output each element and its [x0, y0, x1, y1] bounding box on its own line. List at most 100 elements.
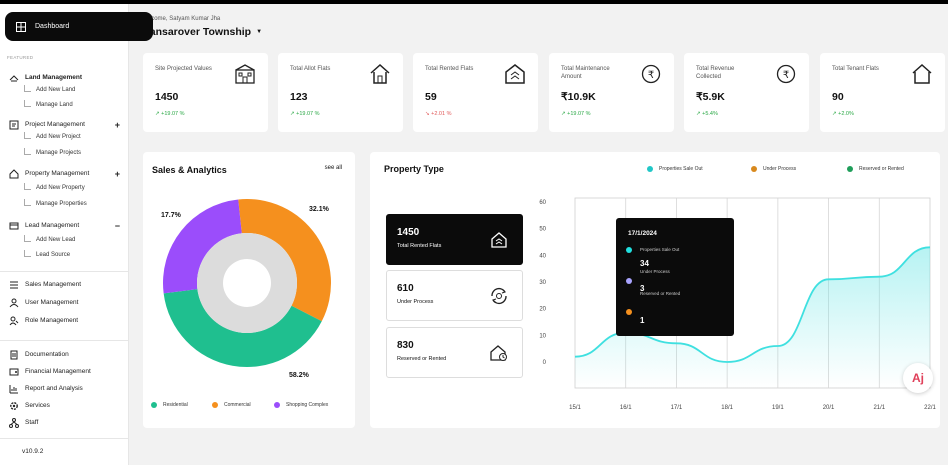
sub-label: Manage Projects [36, 150, 82, 156]
sidebar-item-documentation[interactable]: Documentation [8, 349, 122, 360]
sales-donut-chart [163, 199, 331, 367]
stat-trend: ↗ +19.07 % [561, 111, 591, 117]
donut-slice-residential[interactable] [163, 289, 322, 367]
stat-trend: ↗ +5.4% [696, 111, 718, 117]
stat-value: 123 [290, 91, 308, 103]
under-process-card[interactable]: 610 Under Process [386, 270, 523, 321]
dashboard-button[interactable]: Dashboard [5, 12, 153, 41]
x-tick-label: 20/1 [823, 405, 835, 411]
stat-card[interactable]: Total Tenant Flats 90 ↗ +2.0% [820, 53, 945, 132]
sidebar-sub-add-new-land[interactable]: Add New Land [24, 84, 76, 93]
stat-card[interactable]: Total Allot Flats 123 ↗ +19.07 % [278, 53, 403, 132]
tooltip-value: 34 [640, 259, 649, 268]
legend-dot [647, 166, 653, 172]
expand-toggle[interactable]: + [114, 119, 120, 130]
sidebar-item-label: Documentation [25, 351, 69, 358]
reserved-rented-card[interactable]: 830 Reserved or Rented [386, 327, 523, 378]
stat-value: ₹5.9K [696, 91, 725, 103]
sub-label: Add New Lead [36, 237, 76, 243]
app-window: FEATURED Land Management Add New Land Ma… [0, 4, 948, 465]
role-icon [8, 315, 19, 326]
house-stack-icon [504, 63, 526, 85]
sidebar-item-staff[interactable]: Staff [8, 417, 122, 428]
sub-label: Add New Project [36, 134, 81, 140]
stat-card[interactable]: Total Rented Flats 59 ↘ +2.01 % [413, 53, 538, 132]
sidebar-sub-manage-properties[interactable]: Manage Properties [24, 198, 87, 207]
x-tick-label: 16/1 [620, 405, 632, 411]
pct-label-shopping: 17.7% [161, 212, 181, 219]
sidebar-item-label: Lead Management [25, 222, 80, 229]
stat-value: 90 [832, 91, 844, 103]
sidebar-item-lead-management[interactable]: Lead Management − [8, 220, 122, 231]
stat-card[interactable]: Total Maintenance Amount ₹10.9K ↗ +19.07 %… [549, 53, 674, 132]
stat-card[interactable]: Total Revenue Collected ₹5.9K ↗ +5.4% ₹ [684, 53, 809, 132]
version-label: v10.9.2 [22, 448, 44, 455]
project-selector[interactable]: Mansarover Township ▼ [141, 26, 262, 38]
sidebar-sub-add-new-project[interactable]: Add New Project [24, 131, 81, 140]
see-all-link[interactable]: see all [324, 165, 342, 171]
y-tick-label: 10 [539, 333, 546, 339]
divider [0, 438, 129, 439]
sidebar-item-label: Role Management [25, 317, 79, 324]
sidebar-sub-manage-projects[interactable]: Manage Projects [24, 147, 82, 156]
rented-flats-card[interactable]: 1450 Total Rented Flats [386, 214, 523, 265]
sidebar-item-property-management[interactable]: Property Management + [8, 168, 122, 179]
sales-title: Sales & Analytics [152, 165, 227, 175]
wallet-icon [8, 366, 19, 377]
sidebar-sub-lead-source[interactable]: Lead Source [24, 249, 70, 258]
stat-value: ₹10.9K [561, 91, 596, 103]
card-label: Under Process [397, 299, 434, 305]
sidebar-item-user-management[interactable]: User Management [8, 297, 122, 308]
legend-label: Residential [163, 402, 188, 408]
expand-toggle[interactable]: + [114, 168, 120, 179]
stat-value: 59 [425, 91, 437, 103]
card-label: Reserved or Rented [397, 356, 447, 362]
sidebar-sub-manage-land[interactable]: Manage Land [24, 99, 73, 108]
tooltip-label: Under Process [640, 269, 670, 274]
legend-label: Shopping Complex [286, 402, 329, 408]
svg-text:₹: ₹ [648, 70, 654, 81]
donut-slice-commercial[interactable] [238, 199, 331, 322]
legend-dot [847, 166, 853, 172]
land-icon [8, 72, 19, 83]
ai-assistant-button[interactable]: Aj [903, 363, 933, 393]
legend-sale-out: Properties Sale Out [647, 166, 703, 172]
tooltip-value: 1 [640, 316, 645, 325]
divider [0, 340, 129, 341]
stat-trend: ↘ +2.01 % [425, 111, 452, 117]
legend-under-process: Under Process [751, 166, 796, 172]
sidebar-item-services[interactable]: Services [8, 400, 122, 411]
welcome-text: Welcome, Satyam Kumar Jha [141, 16, 221, 22]
sidebar-sub-add-new-lead[interactable]: Add New Lead [24, 234, 76, 243]
sidebar-item-sales-management[interactable]: Sales Management [8, 279, 122, 290]
donut-hole [223, 259, 271, 307]
tooltip-label: Reserved or Rented [640, 291, 681, 296]
x-tick-label: 19/1 [772, 405, 784, 411]
area-fill-sale-out [575, 247, 930, 388]
project-icon [8, 119, 19, 130]
property-icon [8, 168, 19, 179]
donut-slice-shopping-complex[interactable] [163, 199, 242, 294]
card-value: 1450 [397, 227, 420, 238]
stat-card[interactable]: Site Projected Values 1450 ↗ +19.07 % [143, 53, 268, 132]
sidebar-item-project-management[interactable]: Project Management + [8, 119, 122, 130]
stat-label: Total Rented Flats [425, 66, 474, 72]
y-tick-label: 50 [539, 227, 546, 233]
sidebar-item-label: Report and Analysis [25, 385, 83, 392]
sub-label: Add New Land [36, 87, 76, 93]
sidebar-item-land-management[interactable]: Land Management [8, 72, 122, 83]
sidebar-sub-add-new-property[interactable]: Add New Property [24, 182, 85, 191]
staff-icon [8, 417, 19, 428]
sidebar-item-role-management[interactable]: Role Management [8, 315, 122, 326]
x-tick-label: 22/1 [924, 405, 936, 411]
sub-label: Manage Land [36, 102, 73, 108]
sidebar-item-label: Land Management [25, 74, 83, 81]
chart-tooltip: 17/1/2024 Properties Sale Out 34 Under P… [616, 218, 734, 336]
tooltip-value: 3 [640, 284, 645, 293]
sidebar-item-report-analysis[interactable]: Report and Analysis [8, 383, 122, 394]
sidebar-item-label: Property Management [25, 170, 90, 177]
sidebar-item-financial-management[interactable]: Financial Management [8, 366, 122, 377]
collapse-toggle[interactable]: − [114, 220, 120, 231]
sub-label: Add New Property [36, 185, 85, 191]
stat-trend: ↗ +2.0% [832, 111, 854, 117]
